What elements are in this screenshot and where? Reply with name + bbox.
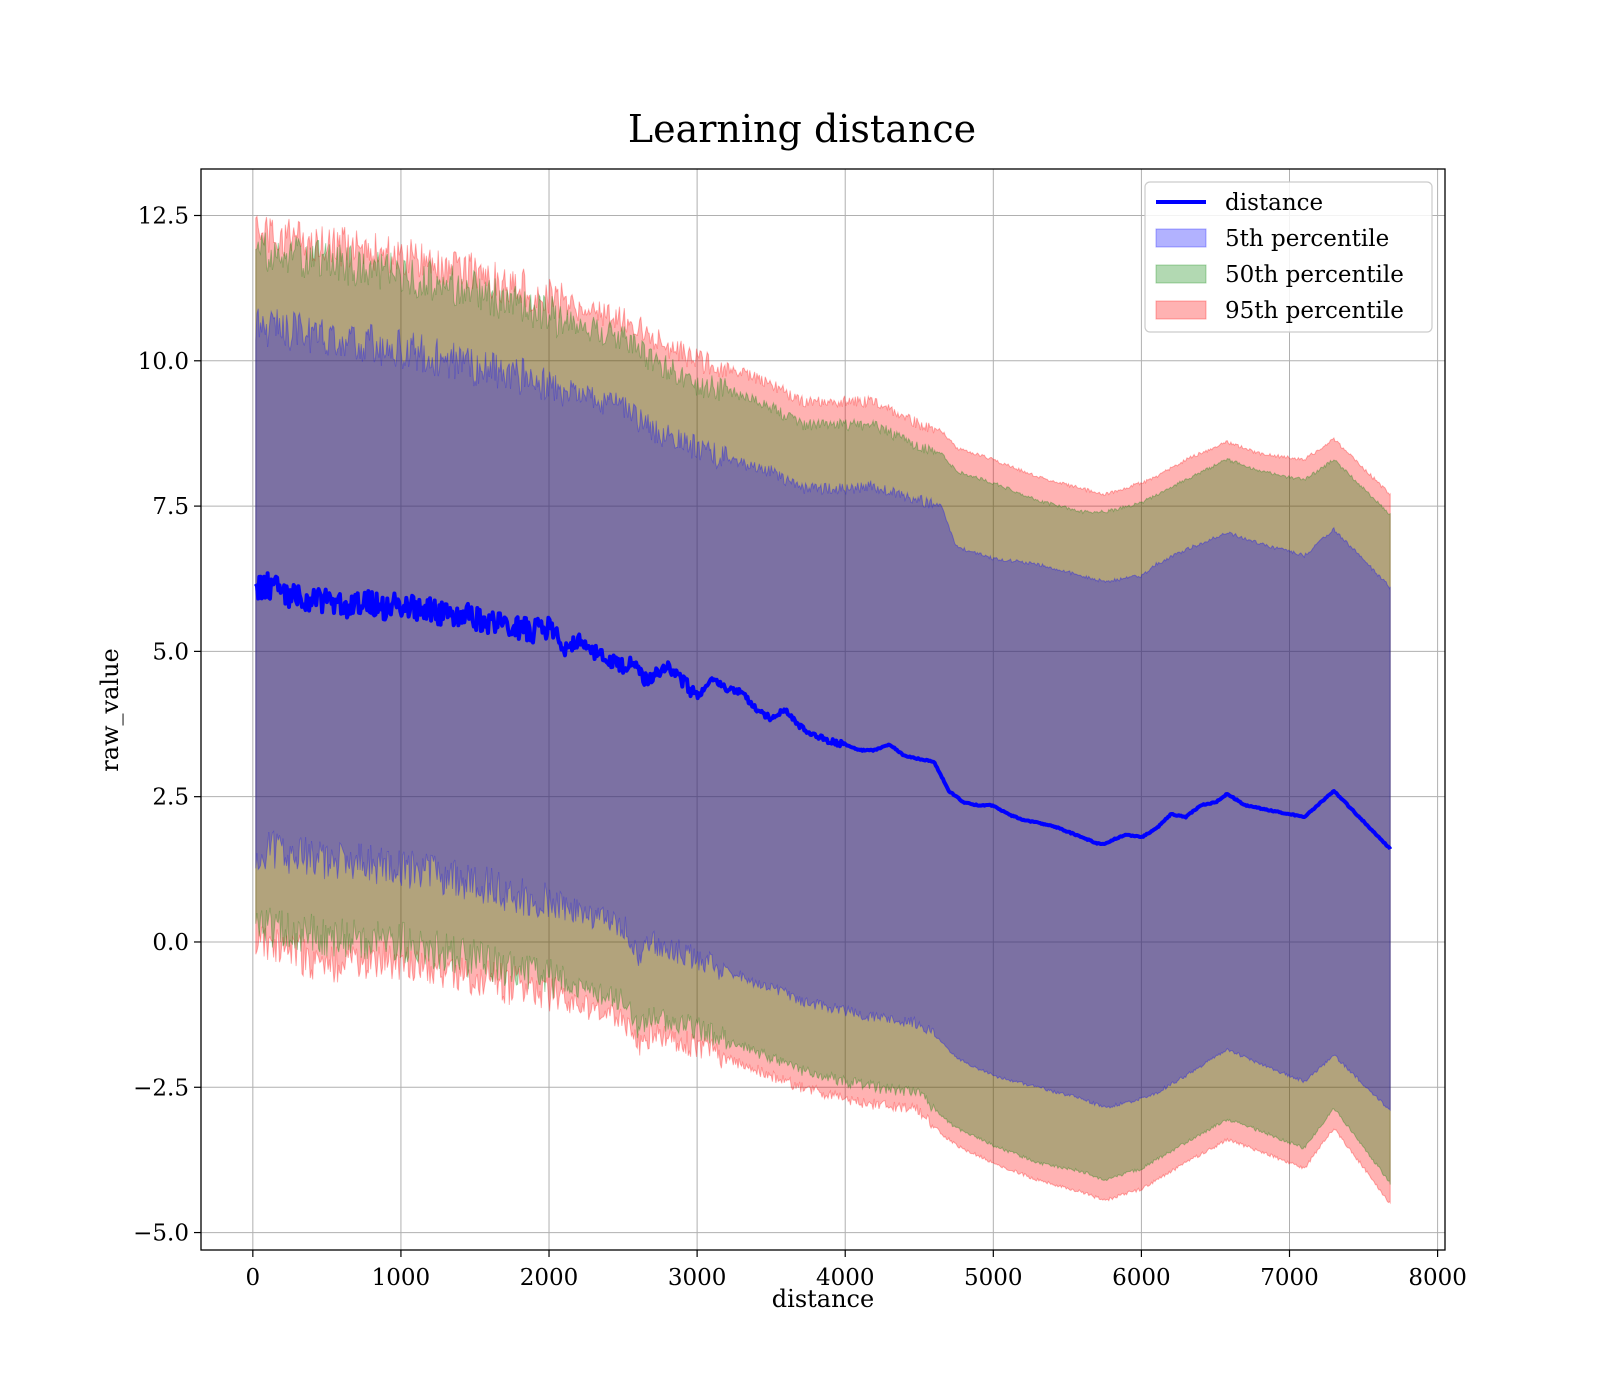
- legend-label: 5th percentile: [1225, 226, 1389, 252]
- grid: [201, 169, 1445, 1250]
- legend-patch-swatch: [1155, 300, 1207, 320]
- x-tick-label: 3000: [668, 1265, 727, 1291]
- x-tick-label: 0: [246, 1265, 261, 1291]
- y-tick-label: 7.5: [152, 494, 189, 520]
- y-tick-label: −5.0: [133, 1221, 189, 1247]
- legend-patch-swatch: [1155, 264, 1207, 284]
- y-tick-label: 5.0: [152, 639, 189, 665]
- band-5th-percentile: [255, 308, 1391, 1112]
- x-tick-label: 4000: [816, 1265, 875, 1291]
- y-tick-label: −2.5: [133, 1075, 189, 1101]
- y-axis: −5.0 −2.5 0.0 2.5 5.0 7.5 10.0 12.5: [133, 203, 201, 1247]
- y-tick-label: 0.0: [152, 930, 189, 956]
- distance-line: [254, 571, 1393, 851]
- chart-title: Learning distance: [628, 107, 976, 151]
- legend-label: 50th percentile: [1225, 262, 1404, 288]
- y-tick-label: 2.5: [152, 785, 189, 811]
- x-tick-label: 7000: [1260, 1265, 1319, 1291]
- band-95th-percentile: [255, 215, 1391, 1205]
- x-axis: 0 1000 2000 3000 4000 5000 6000 7000 8000: [246, 1250, 1467, 1291]
- x-tick-label: 6000: [1112, 1265, 1171, 1291]
- distance-line-layer: [254, 571, 1393, 851]
- x-tick-label: 2000: [520, 1265, 579, 1291]
- legend: distance 5th percentile 50th percentile 95t…: [1144, 181, 1433, 333]
- band-50th-percentile: [255, 232, 1391, 1185]
- x-tick-label: 5000: [964, 1265, 1023, 1291]
- x-tick-label: 1000: [372, 1265, 431, 1291]
- y-tick-label: 10.0: [138, 349, 189, 375]
- y-tick-label: 12.5: [138, 203, 189, 229]
- x-axis-label: distance: [772, 1285, 874, 1313]
- plot-frame: [200, 168, 1446, 1251]
- legend-box: [1144, 181, 1433, 333]
- percentile-bands: [255, 215, 1391, 1205]
- legend-label: 95th percentile: [1225, 298, 1404, 324]
- y-axis-label: raw_value: [96, 648, 124, 772]
- legend-label: distance: [1225, 190, 1323, 216]
- x-tick-label: 8000: [1408, 1265, 1467, 1291]
- legend-patch-swatch: [1155, 228, 1207, 248]
